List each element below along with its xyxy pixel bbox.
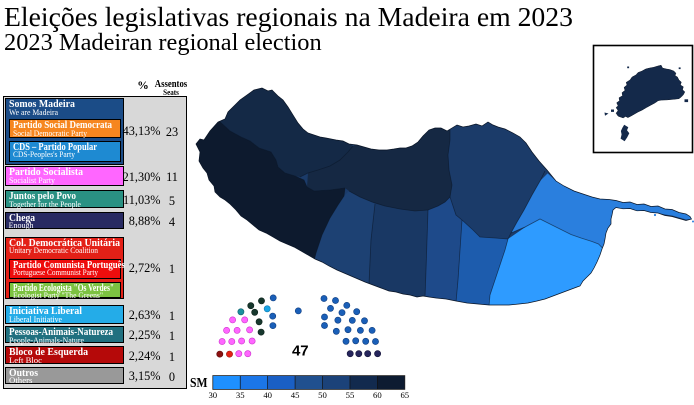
svg-text:45: 45 [291,390,300,400]
svg-text:30: 30 [208,390,217,400]
svg-text:47: 47 [292,343,309,360]
svg-text:60: 60 [373,390,382,400]
svg-text:65: 65 [400,390,409,400]
svg-text:50: 50 [318,390,327,400]
svg-text:40: 40 [263,390,272,400]
svg-text:35: 35 [236,390,245,400]
svg-text:55: 55 [346,390,355,400]
svg-text:SM: SM [190,376,208,391]
